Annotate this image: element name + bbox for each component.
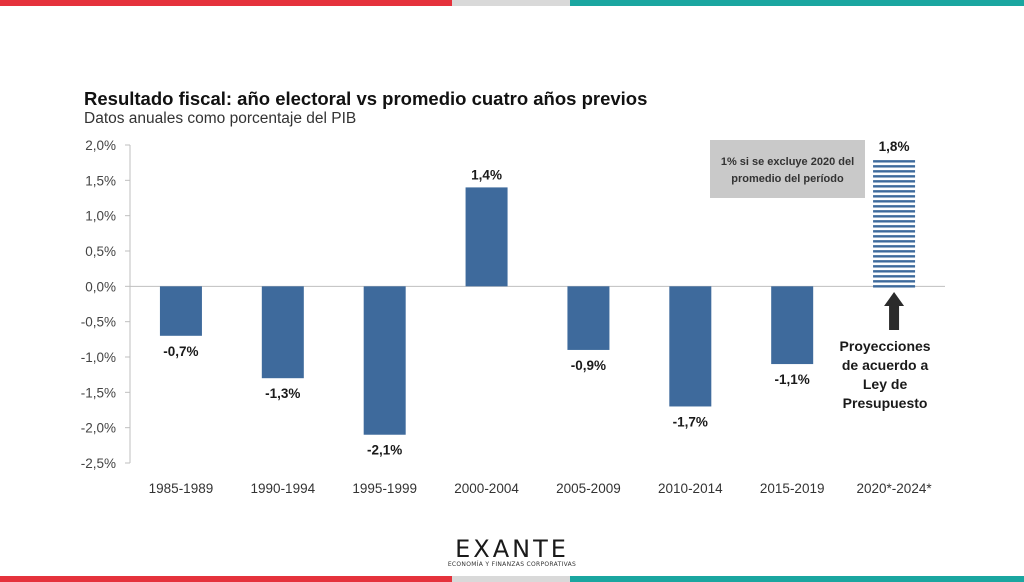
bar-stripe [873, 225, 916, 228]
bar [261, 286, 304, 379]
note-box [710, 140, 865, 198]
bar-stripe [873, 175, 916, 178]
chart-subtitle: Datos anuales como porcentaje del PIB [84, 110, 357, 127]
bar-stripe [873, 230, 916, 233]
bar-stripe [873, 190, 916, 193]
bar-stripe [873, 280, 916, 283]
projection-note-text: Presupuesto [843, 395, 928, 411]
bar-stripe [873, 170, 916, 173]
x-tick-label: 1990-1994 [251, 481, 316, 496]
bar [669, 286, 712, 407]
bar-value-label: -0,7% [163, 344, 198, 359]
bar-stripe [873, 210, 916, 213]
bar-stripe [873, 240, 916, 243]
bar-stripe [873, 275, 916, 278]
y-tick-label: 1,5% [85, 173, 116, 188]
x-tick-label: 2010-2014 [658, 481, 723, 496]
bar-stripe [873, 260, 916, 263]
bottom-band-gray [452, 576, 570, 582]
y-tick-label: 0,0% [85, 279, 116, 294]
bar [363, 286, 406, 435]
exante-logo: EXANTE ECONOMÍA Y FINANZAS CORPORATIVAS [0, 537, 1024, 569]
bar-stripe [873, 195, 916, 198]
bar-stripe [873, 200, 916, 203]
bar-value-label: -0,9% [571, 358, 606, 373]
y-tick-label: -1,0% [81, 350, 116, 365]
x-tick-label: 1985-1989 [149, 481, 214, 496]
bar [465, 187, 508, 287]
arrow-up-icon [884, 292, 905, 330]
x-tick-label: 2020*-2024* [857, 481, 933, 496]
bar-stripe [873, 270, 916, 273]
y-tick-label: -2,5% [81, 456, 116, 471]
bar-stripe [873, 265, 916, 268]
bar-value-label: -2,1% [367, 443, 402, 458]
note-box-text: 1% si se excluye 2020 del [721, 156, 854, 168]
top-band-teal [570, 0, 1024, 6]
projection-note-text: de acuerdo a [842, 357, 929, 373]
x-tick-label: 1995-1999 [352, 481, 417, 496]
bar-stripe [873, 165, 916, 168]
logo-tagline: ECONOMÍA Y FINANZAS CORPORATIVAS [447, 561, 577, 568]
chart-title: Resultado fiscal: año electoral vs prome… [84, 88, 648, 109]
note-box-text: promedio del período [731, 173, 844, 185]
bottom-band-red [0, 576, 452, 582]
bar-stripe [873, 250, 916, 253]
bar-value-label: -1,3% [265, 386, 300, 401]
bar-stripe [873, 180, 916, 183]
y-tick-label: -0,5% [81, 315, 116, 330]
bar [159, 286, 202, 336]
y-tick-label: -2,0% [81, 421, 116, 436]
bar-value-label: -1,7% [673, 414, 708, 429]
x-tick-label: 2015-2019 [760, 481, 825, 496]
y-tick-label: -1,5% [81, 385, 116, 400]
y-tick-label: 1,0% [85, 209, 116, 224]
bar-value-label: 1,4% [471, 167, 502, 182]
bar-projected [873, 160, 916, 288]
bar-stripe [873, 255, 916, 258]
bar-stripe [873, 215, 916, 218]
logo-name: EXANTE [455, 535, 569, 563]
bar-value-label: 1,8% [879, 139, 910, 154]
bar [567, 286, 610, 350]
bar-stripe [873, 205, 916, 208]
bar-stripe [873, 285, 916, 288]
bottom-band-teal [570, 576, 1024, 582]
bar-stripe [873, 185, 916, 188]
top-band-red [0, 0, 452, 6]
y-tick-label: 0,5% [85, 244, 116, 259]
y-tick-label: 2,0% [85, 138, 116, 153]
bar-stripe [873, 160, 916, 163]
bar-stripe [873, 220, 916, 223]
bar-stripe [873, 245, 916, 248]
projection-note-text: Proyecciones [840, 338, 931, 354]
top-band-gray [452, 0, 570, 6]
projection-note-text: Ley de [863, 376, 908, 392]
x-tick-label: 2005-2009 [556, 481, 621, 496]
bar-stripe [873, 235, 916, 238]
bar [771, 286, 814, 365]
bar-value-label: -1,1% [775, 372, 810, 387]
x-tick-label: 2000-2004 [454, 481, 519, 496]
